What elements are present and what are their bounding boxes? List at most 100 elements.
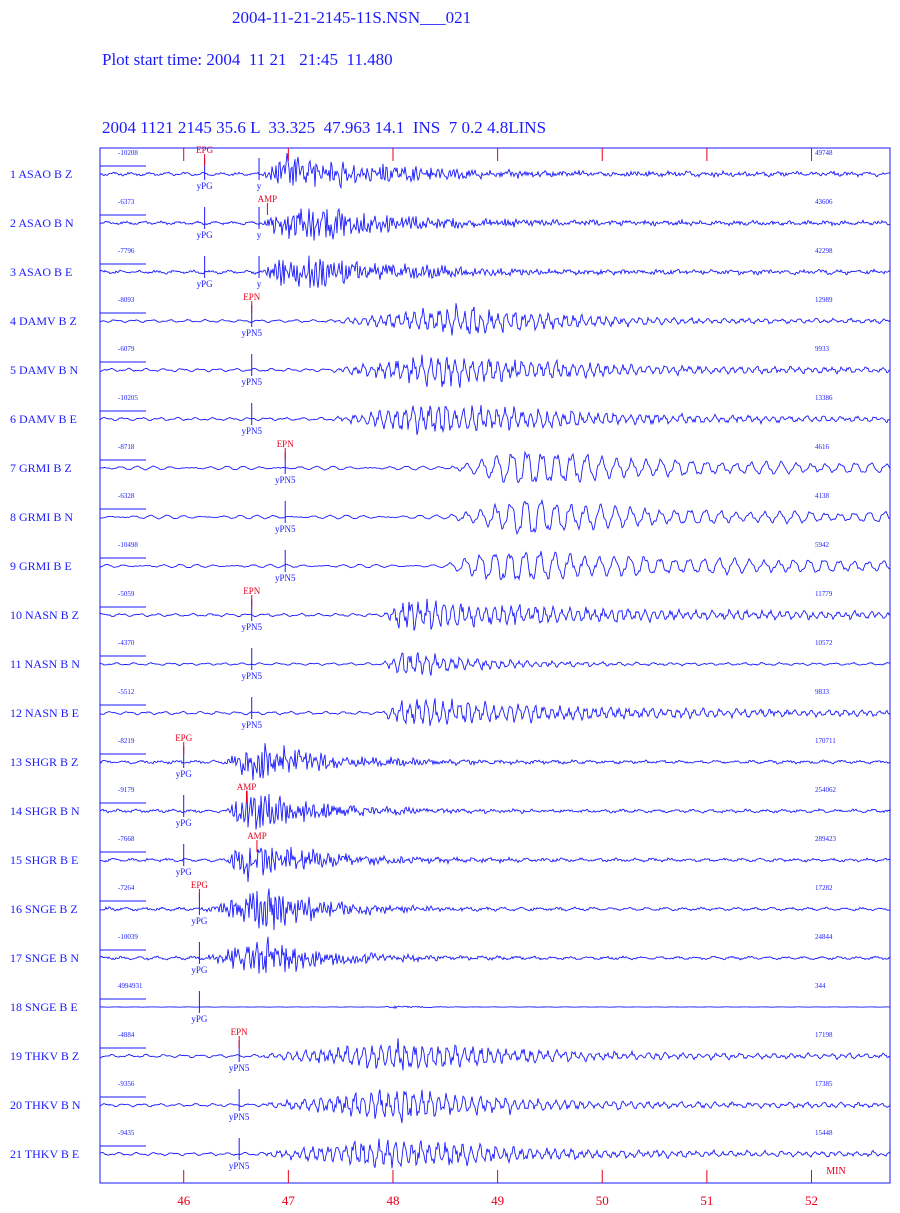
waveform-trace [99,790,891,830]
phase-pick-label: yPN5 [229,1112,250,1122]
x-tick-label: 47 [282,1193,296,1208]
waveform-trace [99,551,891,581]
phase-pick-label: AMP [237,782,257,792]
waveform-trace [99,936,890,974]
trace-min-value: -6328 [118,492,135,500]
phase-pick-label: EPN [231,1027,249,1037]
phase-pick-label: yPN5 [241,720,262,730]
trace-label: 14 SHGR B N [10,804,80,818]
waveform-trace [99,598,891,631]
trace-max-value: 9933 [815,345,830,353]
trace-label: 16 SNGE B Z [10,902,78,916]
trace-min-value: -10208 [118,149,138,157]
x-tick-label: 50 [596,1193,609,1208]
waveform-trace [100,152,891,190]
phase-pick-label: yPG [176,818,193,828]
phase-pick-label: yPG [176,867,193,877]
waveform-trace [99,207,891,241]
phase-pick-label: EPG [196,145,214,155]
waveform-trace [100,354,891,388]
waveform-trace [99,652,891,676]
waveform-trace [99,405,891,435]
phase-pick-label: yPG [191,965,208,975]
waveform-trace [99,450,891,484]
trace-max-value: 43606 [815,198,833,206]
phase-pick-label: yPN5 [241,328,262,338]
phase-pick-label: yPG [197,181,214,191]
trace-min-value: -7796 [118,247,135,255]
waveform-trace [99,888,891,931]
phase-pick-label: EPG [191,880,209,890]
trace-max-value: 17282 [815,884,833,892]
trace-min-value: -7264 [118,884,135,892]
phase-pick-label: AMP [247,831,267,841]
trace-min-value: -9356 [118,1080,135,1088]
trace-label: 12 NASN B E [10,706,79,720]
waveform-trace [99,1005,890,1010]
trace-min-value: -5512 [118,688,135,696]
waveform-trace [99,498,891,535]
trace-max-value: 13386 [815,394,833,402]
phase-pick-label: yPG [197,279,214,289]
phase-pick-label: yPG [191,1014,208,1024]
trace-label: 9 GRMI B E [10,559,72,573]
trace-label: 4 DAMV B Z [10,314,77,328]
trace-max-value: 170711 [815,737,836,745]
trace-min-value: -4370 [118,639,135,647]
trace-label: 15 SHGR B E [10,853,78,867]
trace-max-value: 11779 [815,590,833,598]
trace-label: 8 GRMI B N [10,510,73,524]
phase-pick-label: y [257,181,262,191]
phase-pick-label: EPN [243,292,261,302]
phase-pick-label: AMP [258,194,278,204]
trace-max-value: 12989 [815,296,833,304]
phase-pick-label: y [257,230,262,240]
trace-min-value: -10039 [118,933,138,941]
phase-pick-label: yPN5 [229,1063,250,1073]
trace-min-value: -7668 [118,835,135,843]
waveform-trace [99,743,891,781]
waveform-trace [99,846,891,883]
trace-label: 2 ASAO B N [10,216,74,230]
phase-pick-label: EPN [243,586,261,596]
trace-label: 1 ASAO B Z [10,167,72,181]
trace-max-value: 15448 [815,1129,833,1137]
event-file-title: 2004-11-21-2145-11S.NSN___021 [232,8,472,27]
trace-max-value: 17198 [815,1031,833,1039]
trace-label: 20 THKV B N [10,1098,81,1112]
trace-max-value: 5942 [815,541,830,549]
trace-label: 5 DAMV B N [10,363,78,377]
trace-max-value: 9833 [815,688,830,696]
x-tick-label: 46 [177,1193,191,1208]
trace-label: 10 NASN B Z [10,608,79,622]
phase-pick-label: yPG [176,769,193,779]
trace-max-value: 289423 [815,835,837,843]
phase-pick-label: yPN5 [241,426,262,436]
trace-min-value: -8718 [118,443,135,451]
x-tick-label: 52 [805,1193,818,1208]
x-tick-label: 49 [491,1193,504,1208]
phase-pick-label: EPG [175,733,193,743]
phase-pick-label: yPG [191,916,208,926]
x-tick-label: 48 [386,1193,399,1208]
x-unit-label: MIN [826,1166,845,1177]
trace-max-value: 49748 [815,149,833,157]
waveform-trace [99,255,891,288]
waveform-trace [99,303,891,336]
trace-min-value: -8093 [118,296,135,304]
trace-min-value: -6079 [118,345,135,353]
trace-label: 19 THKV B Z [10,1049,79,1063]
trace-max-value: 4616 [815,443,830,451]
x-tick-label: 51 [700,1193,713,1208]
trace-min-value: -10205 [118,394,138,402]
phase-pick-label: yPN5 [241,671,262,681]
trace-min-value: -9179 [118,786,135,794]
trace-min-value: -9435 [118,1129,135,1137]
waveform-trace [99,698,891,726]
phase-pick-label: y [257,279,262,289]
trace-max-value: 4138 [815,492,830,500]
trace-label: 3 ASAO B E [10,265,72,279]
trace-label: 6 DAMV B E [10,412,77,426]
trace-min-value: 4994931 [118,982,143,990]
